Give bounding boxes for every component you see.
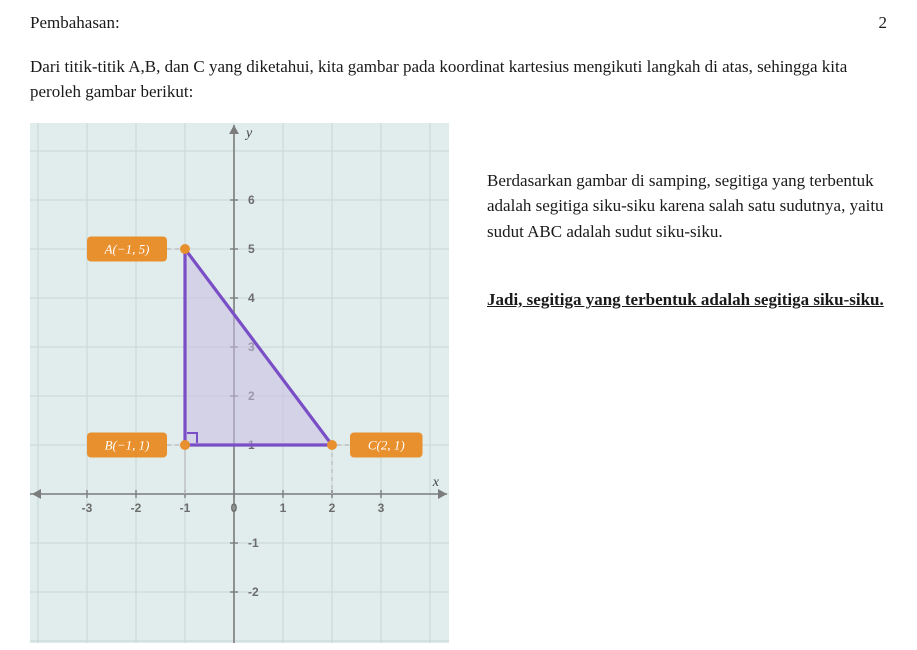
svg-text:C(2, 1): C(2, 1) — [368, 437, 405, 452]
svg-text:6: 6 — [248, 193, 255, 207]
svg-text:y: y — [244, 126, 253, 141]
svg-text:2: 2 — [329, 501, 336, 515]
svg-text:x: x — [432, 475, 440, 490]
svg-text:0: 0 — [231, 501, 238, 515]
intro-text: Dari titik-titik A,B, dan C yang diketah… — [30, 54, 880, 105]
svg-text:-1: -1 — [248, 536, 259, 550]
svg-text:3: 3 — [378, 501, 385, 515]
svg-text:A(−1, 5): A(−1, 5) — [104, 241, 150, 256]
plot-svg: -3-2-10123-2-1123456xyA(−1, 5)B(−1, 1)C(… — [30, 123, 449, 643]
svg-text:5: 5 — [248, 242, 255, 256]
conclusion-text: Jadi, segitiga yang terbentuk adalah seg… — [487, 284, 887, 316]
section-title: Pembahasan: — [30, 10, 120, 36]
svg-text:1: 1 — [280, 501, 287, 515]
svg-text:B(−1, 1): B(−1, 1) — [105, 437, 150, 452]
cartesian-plot: -3-2-10123-2-1123456xyA(−1, 5)B(−1, 1)C(… — [30, 123, 449, 643]
svg-text:-2: -2 — [131, 501, 142, 515]
svg-text:-2: -2 — [248, 585, 259, 599]
explanation-paragraph: Berdasarkan gambar di samping, segitiga … — [487, 168, 887, 245]
page-number: 2 — [879, 10, 888, 36]
svg-text:-1: -1 — [180, 501, 191, 515]
svg-text:-3: -3 — [82, 501, 93, 515]
svg-text:4: 4 — [248, 291, 255, 305]
